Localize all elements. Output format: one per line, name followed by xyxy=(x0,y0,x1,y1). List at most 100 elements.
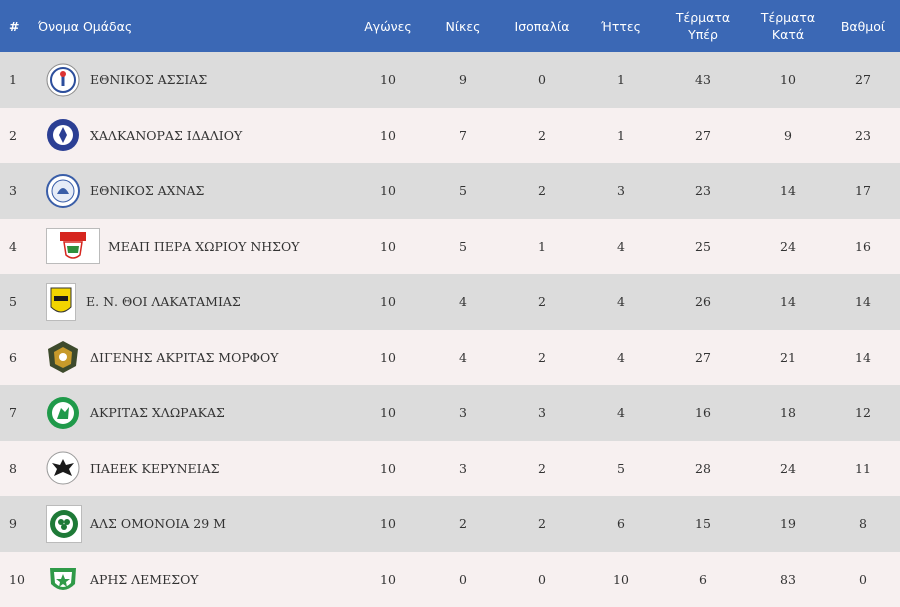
table-row[interactable]: 4 ΜΕΑΠ ΠΕΡΑ ΧΩΡΙΟΥ ΝΗΣΟΥ 10 5 1 4 25 24 … xyxy=(0,219,900,275)
team-cell[interactable]: ΔΙΓΕΝΗΣ ΑΚΡΙΤΑΣ ΜΟΡΦΟΥ xyxy=(36,330,348,386)
losses-cell: 4 xyxy=(586,274,656,330)
rank-cell: 3 xyxy=(0,163,36,219)
wins-cell: 4 xyxy=(428,274,498,330)
team-cell[interactable]: ΜΕΑΠ ΠΕΡΑ ΧΩΡΙΟΥ ΝΗΣΟΥ xyxy=(36,219,348,275)
rank-cell: 6 xyxy=(0,330,36,386)
table-row[interactable]: 2 ΧΑΛΚΑΝΟΡΑΣ ΙΔΑΛΙΟΥ 10 7 2 1 27 9 23 xyxy=(0,108,900,164)
goals-against-cell: 83 xyxy=(750,552,826,607)
rank-cell: 4 xyxy=(0,219,36,275)
played-cell: 10 xyxy=(348,496,428,552)
team-name[interactable]: ΠΑΕΕΚ ΚΕΡΥΝΕΙΑΣ xyxy=(90,461,219,476)
akritas-logo-icon xyxy=(46,396,80,430)
goals-for-cell: 43 xyxy=(656,52,750,108)
aris-logo-icon xyxy=(46,562,80,596)
draws-cell: 2 xyxy=(498,163,586,219)
goals-for-cell: 27 xyxy=(656,330,750,386)
team-name[interactable]: Ε. Ν. ΘΟΙ ΛΑΚΑΤΑΜΙΑΣ xyxy=(86,294,241,309)
losses-cell: 4 xyxy=(586,219,656,275)
draws-cell: 2 xyxy=(498,330,586,386)
draws-cell: 3 xyxy=(498,385,586,441)
wins-cell: 3 xyxy=(428,441,498,497)
header-rank: # xyxy=(0,0,36,52)
played-cell: 10 xyxy=(348,108,428,164)
wins-cell: 9 xyxy=(428,52,498,108)
team-cell[interactable]: ΠΑΕΕΚ ΚΕΡΥΝΕΙΑΣ xyxy=(36,441,348,497)
team-name[interactable]: ΑΚΡΙΤΑΣ ΧΛΩΡΑΚΑΣ xyxy=(90,405,225,420)
wins-cell: 0 xyxy=(428,552,498,607)
team-cell[interactable]: ΑΚΡΙΤΑΣ ΧΛΩΡΑΚΑΣ xyxy=(36,385,348,441)
team-cell[interactable]: ΑΛΣ ΟΜΟΝΟΙΑ 29 Μ xyxy=(36,496,348,552)
losses-cell: 10 xyxy=(586,552,656,607)
goals-against-cell: 21 xyxy=(750,330,826,386)
team-name[interactable]: ΔΙΓΕΝΗΣ ΑΚΡΙΤΑΣ ΜΟΡΦΟΥ xyxy=(90,350,279,365)
points-cell: 0 xyxy=(826,552,900,607)
draws-cell: 0 xyxy=(498,552,586,607)
team-cell[interactable]: Ε. Ν. ΘΟΙ ΛΑΚΑΤΑΜΙΑΣ xyxy=(36,274,348,330)
losses-cell: 4 xyxy=(586,385,656,441)
header-wins: Νίκες xyxy=(428,0,498,52)
table-row[interactable]: 5 Ε. Ν. ΘΟΙ ΛΑΚΑΤΑΜΙΑΣ 10 4 2 4 26 14 14 xyxy=(0,274,900,330)
goals-against-cell: 10 xyxy=(750,52,826,108)
losses-cell: 6 xyxy=(586,496,656,552)
losses-cell: 5 xyxy=(586,441,656,497)
goals-for-cell: 16 xyxy=(656,385,750,441)
header-played: Αγώνες xyxy=(348,0,428,52)
thoi-logo-icon xyxy=(46,283,76,321)
played-cell: 10 xyxy=(348,52,428,108)
team-cell[interactable]: ΧΑΛΚΑΝΟΡΑΣ ΙΔΑΛΙΟΥ xyxy=(36,108,348,164)
table-row[interactable]: 10 ΑΡΗΣ ΛΕΜΕΣΟΥ 10 0 0 10 6 83 0 xyxy=(0,552,900,607)
goals-for-cell: 23 xyxy=(656,163,750,219)
header-losses: Ήττες xyxy=(586,0,656,52)
played-cell: 10 xyxy=(348,274,428,330)
header-goals-against-line2: Κατά xyxy=(772,27,804,42)
draws-cell: 2 xyxy=(498,496,586,552)
omonoia-logo-icon xyxy=(46,505,82,543)
rank-cell: 7 xyxy=(0,385,36,441)
goals-for-cell: 6 xyxy=(656,552,750,607)
team-name[interactable]: ΕΘΝΙΚΟΣ ΑΣΣΙΑΣ xyxy=(90,72,207,87)
team-name[interactable]: ΧΑΛΚΑΝΟΡΑΣ ΙΔΑΛΙΟΥ xyxy=(90,128,242,143)
wins-cell: 5 xyxy=(428,163,498,219)
table-header-row: # Όνομα Ομάδας Αγώνες Νίκες Ισοπαλία Ήττ… xyxy=(0,0,900,52)
team-cell[interactable]: ΕΘΝΙΚΟΣ ΑΧΝΑΣ xyxy=(36,163,348,219)
draws-cell: 1 xyxy=(498,219,586,275)
table-row[interactable]: 9 ΑΛΣ ΟΜΟΝΟΙΑ 29 Μ 10 2 2 6 15 19 8 xyxy=(0,496,900,552)
wins-cell: 7 xyxy=(428,108,498,164)
table-row[interactable]: 8 ΠΑΕΕΚ ΚΕΡΥΝΕΙΑΣ 10 3 2 5 28 24 11 xyxy=(0,441,900,497)
points-cell: 12 xyxy=(826,385,900,441)
ethnikos-achnas-logo-icon xyxy=(46,174,80,208)
played-cell: 10 xyxy=(348,163,428,219)
header-team: Όνομα Ομάδας xyxy=(36,0,348,52)
goals-against-cell: 24 xyxy=(750,219,826,275)
table-row[interactable]: 6 ΔΙΓΕΝΗΣ ΑΚΡΙΤΑΣ ΜΟΡΦΟΥ 10 4 2 4 27 21 … xyxy=(0,330,900,386)
team-name[interactable]: ΕΘΝΙΚΟΣ ΑΧΝΑΣ xyxy=(90,183,204,198)
losses-cell: 4 xyxy=(586,330,656,386)
points-cell: 27 xyxy=(826,52,900,108)
paeek-logo-icon xyxy=(46,451,80,485)
team-cell[interactable]: ΕΘΝΙΚΟΣ ΑΣΣΙΑΣ xyxy=(36,52,348,108)
points-cell: 17 xyxy=(826,163,900,219)
team-cell[interactable]: ΑΡΗΣ ΛΕΜΕΣΟΥ xyxy=(36,552,348,607)
table-row[interactable]: 3 ΕΘΝΙΚΟΣ ΑΧΝΑΣ 10 5 2 3 23 14 17 xyxy=(0,163,900,219)
points-cell: 23 xyxy=(826,108,900,164)
rank-cell: 9 xyxy=(0,496,36,552)
team-name[interactable]: ΜΕΑΠ ΠΕΡΑ ΧΩΡΙΟΥ ΝΗΣΟΥ xyxy=(108,239,300,254)
played-cell: 10 xyxy=(348,385,428,441)
losses-cell: 1 xyxy=(586,52,656,108)
table-row[interactable]: 1 ΕΘΝΙΚΟΣ ΑΣΣΙΑΣ 10 9 0 1 43 10 27 xyxy=(0,52,900,108)
header-points: Βαθμοί xyxy=(826,0,900,52)
goals-against-cell: 18 xyxy=(750,385,826,441)
played-cell: 10 xyxy=(348,219,428,275)
team-name[interactable]: ΑΛΣ ΟΜΟΝΟΙΑ 29 Μ xyxy=(90,516,226,531)
wins-cell: 4 xyxy=(428,330,498,386)
points-cell: 16 xyxy=(826,219,900,275)
team-name[interactable]: ΑΡΗΣ ΛΕΜΕΣΟΥ xyxy=(90,572,199,587)
points-cell: 8 xyxy=(826,496,900,552)
goals-against-cell: 24 xyxy=(750,441,826,497)
digenis-logo-icon xyxy=(46,340,80,374)
points-cell: 14 xyxy=(826,274,900,330)
table-row[interactable]: 7 ΑΚΡΙΤΑΣ ΧΛΩΡΑΚΑΣ 10 3 3 4 16 18 12 xyxy=(0,385,900,441)
